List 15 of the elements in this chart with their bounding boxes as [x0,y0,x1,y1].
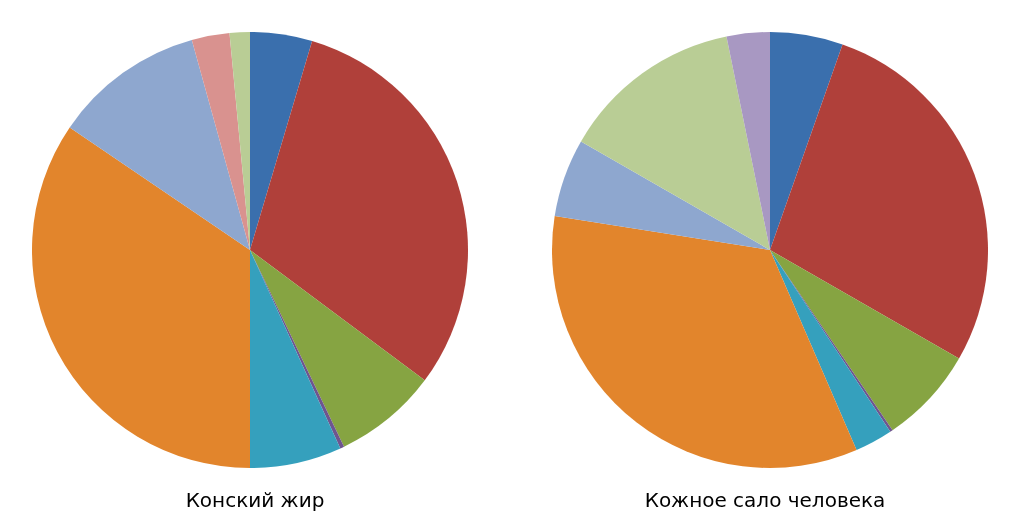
pie-slice [552,215,857,468]
pie-slice [554,141,770,250]
pie-slice [770,250,960,431]
pie-slice [250,250,425,447]
pie-slice [191,32,250,250]
pie-slice [250,32,313,250]
text: Кожное сало человека [644,487,886,512]
pie-slice [69,39,250,250]
pie-slice [770,32,843,250]
pie-slice [32,127,250,468]
pie-slice [770,44,988,359]
pie-slice [580,36,770,250]
pie-slice [250,41,468,381]
pie-slice [726,32,770,250]
text: Конский жир [185,487,325,512]
